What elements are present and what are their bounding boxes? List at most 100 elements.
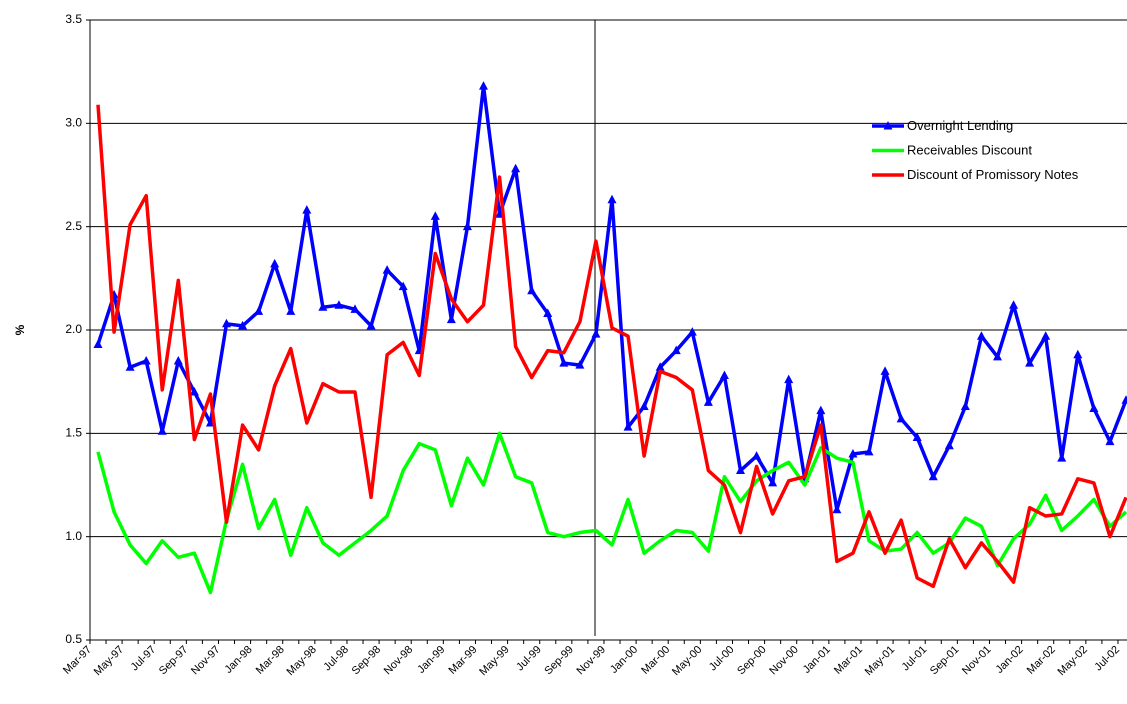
- x-tick-label: Nov-01: [960, 644, 994, 678]
- y-tick-label: 3.0: [65, 116, 82, 130]
- x-tick-label: Sep-00: [735, 644, 769, 678]
- point-marker: [1105, 436, 1115, 446]
- x-tick-label: Nov-00: [767, 644, 801, 678]
- point-marker: [623, 422, 633, 431]
- point-marker: [1041, 331, 1051, 340]
- point-marker: [238, 320, 248, 330]
- x-tick-label: Jul-01: [900, 644, 930, 674]
- x-tick-label: Sep-99: [542, 644, 576, 678]
- point-marker: [671, 345, 681, 355]
- point-marker: [302, 205, 312, 214]
- point-marker: [864, 446, 874, 456]
- point-marker: [157, 426, 167, 435]
- point-marker: [222, 318, 231, 328]
- y-tick-label: 2.5: [65, 219, 82, 233]
- point-marker: [736, 465, 745, 475]
- x-tick-label: Mar-00: [639, 644, 672, 677]
- y-tick-label: 3.5: [65, 12, 82, 26]
- point-marker: [173, 356, 183, 365]
- point-marker: [880, 366, 890, 375]
- point-marker: [1009, 300, 1019, 309]
- point-marker: [511, 163, 521, 173]
- point-marker: [993, 351, 1002, 361]
- point-marker: [350, 304, 360, 313]
- y-tick-label: 1.0: [65, 529, 82, 543]
- point-marker: [254, 306, 264, 315]
- point-marker: [687, 327, 697, 336]
- x-tick-label: Mar-97: [61, 644, 94, 677]
- point-marker: [639, 401, 649, 410]
- x-tick-label: Jan-00: [608, 644, 640, 676]
- point-marker: [559, 358, 569, 367]
- point-marker: [462, 221, 472, 231]
- y-axis-label: %: [13, 324, 27, 335]
- x-tick-label: Jan-98: [222, 644, 254, 676]
- y-tick-label: 2.0: [65, 322, 82, 336]
- x-tick-label: Sep-01: [928, 644, 962, 678]
- point-marker: [976, 331, 986, 340]
- point-marker: [912, 432, 922, 441]
- point-marker: [189, 387, 199, 396]
- point-marker: [832, 504, 842, 514]
- series-line: [96, 104, 1127, 589]
- point-marker: [479, 81, 488, 90]
- point-marker: [398, 281, 408, 291]
- x-tick-label: Jul-00: [707, 644, 737, 674]
- point-marker: [334, 300, 344, 309]
- x-tick-label: May-00: [670, 644, 704, 678]
- point-marker: [944, 440, 954, 450]
- point-marker: [382, 265, 392, 274]
- point-marker: [1089, 403, 1099, 413]
- series-line: [96, 431, 1127, 595]
- point-marker: [591, 329, 601, 338]
- x-tick-label: Mar-02: [1025, 644, 1058, 677]
- point-marker: [1073, 349, 1083, 359]
- x-tick-label: Mar-99: [446, 644, 479, 677]
- x-tick-label: Jan-02: [993, 644, 1025, 676]
- x-tick-label: Jul-02: [1092, 644, 1122, 674]
- point-marker: [607, 194, 617, 204]
- point-marker: [1025, 358, 1035, 367]
- point-marker: [125, 362, 135, 371]
- point-marker: [270, 258, 280, 268]
- y-tick-label: 1.5: [65, 426, 82, 440]
- point-marker: [960, 401, 970, 410]
- x-tick-label: Mar-01: [832, 644, 865, 677]
- legend-label: Overnight Lending: [907, 118, 1013, 133]
- x-tick-label: Sep-98: [350, 644, 384, 678]
- x-tick-label: Nov-98: [382, 644, 416, 678]
- point-marker: [816, 405, 826, 415]
- point-marker: [655, 362, 665, 371]
- point-marker: [896, 413, 906, 423]
- x-tick-label: Jan-01: [801, 644, 833, 676]
- point-marker: [928, 471, 938, 481]
- x-tick-label: Jul-99: [514, 644, 544, 674]
- x-tick-label: Jul-98: [321, 644, 351, 674]
- legend-label: Discount of Promissory Notes: [907, 167, 1079, 182]
- x-tick-label: Jul-97: [129, 644, 159, 674]
- point-marker: [719, 370, 729, 379]
- point-marker: [366, 320, 376, 330]
- point-marker: [768, 477, 778, 487]
- point-marker: [141, 356, 151, 365]
- point-marker: [1121, 395, 1127, 404]
- point-marker: [527, 285, 537, 295]
- point-marker: [575, 360, 585, 369]
- point-marker: [752, 451, 762, 460]
- y-tick-label: 0.5: [65, 632, 82, 646]
- x-tick-label: Jan-99: [415, 644, 447, 676]
- point-marker: [543, 308, 553, 317]
- point-marker: [703, 397, 713, 406]
- point-marker: [430, 211, 440, 220]
- point-marker: [784, 374, 794, 384]
- legend-label: Receivables Discount: [907, 143, 1032, 158]
- x-tick-label: May-01: [863, 644, 897, 678]
- x-tick-label: May-99: [477, 644, 511, 678]
- x-tick-label: May-02: [1056, 644, 1090, 678]
- point-marker: [93, 339, 103, 348]
- x-tick-label: Mar-98: [254, 644, 287, 677]
- x-tick-label: May-97: [92, 644, 126, 678]
- x-tick-label: Sep-97: [157, 644, 191, 678]
- point-marker: [446, 314, 456, 324]
